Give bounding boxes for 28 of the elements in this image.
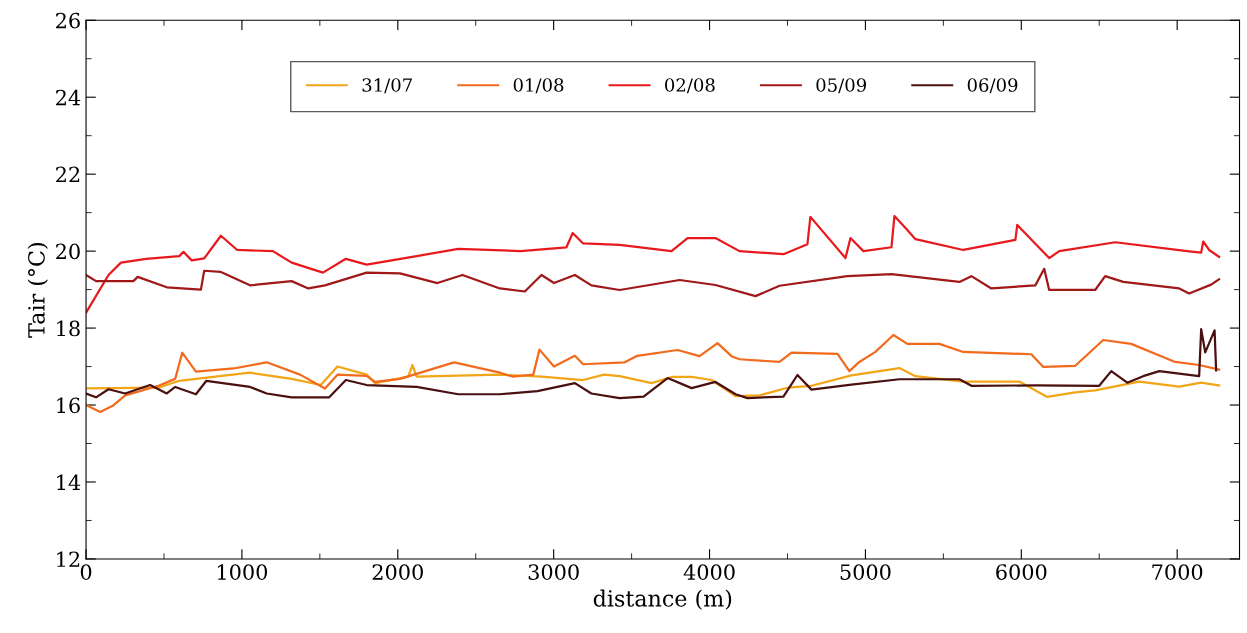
y-tick-label: 16 bbox=[57, 397, 80, 414]
y-tick-label: 18 bbox=[57, 320, 80, 337]
y-tick-label: 24 bbox=[56, 89, 81, 106]
y-tick-label: 14 bbox=[57, 474, 81, 490]
legend-label: 02/08 bbox=[665, 78, 715, 94]
x-tick-label: 0 bbox=[80, 564, 92, 580]
y-axis-title: Tair (°C) bbox=[27, 243, 48, 338]
legend-label: 01/08 bbox=[513, 78, 564, 94]
y-tick-label: 22 bbox=[56, 166, 80, 183]
x-tick-label: 3000 bbox=[528, 564, 579, 580]
legend-label: 06/09 bbox=[967, 78, 1018, 94]
legend-label: 05/09 bbox=[816, 78, 866, 94]
y-tick-label: 12 bbox=[57, 551, 80, 567]
y-tick-label: 26 bbox=[56, 12, 80, 29]
y-tick-label: 20 bbox=[56, 243, 80, 260]
line-series bbox=[86, 363, 1221, 399]
line-series bbox=[86, 328, 1218, 400]
x-tick-label: 2000 bbox=[372, 564, 423, 580]
x-tick-label: 5000 bbox=[840, 564, 891, 580]
line-series bbox=[86, 267, 1221, 298]
x-tick-label: 6000 bbox=[996, 564, 1047, 580]
legend-label: 31/07 bbox=[362, 78, 412, 94]
x-tick-label: 7000 bbox=[1152, 564, 1203, 580]
x-tick-label: 4000 bbox=[683, 564, 735, 580]
line-series bbox=[86, 333, 1221, 414]
x-axis-title: distance (m) bbox=[593, 589, 732, 610]
x-tick-label: 1000 bbox=[217, 564, 268, 580]
line-series bbox=[86, 215, 1221, 314]
